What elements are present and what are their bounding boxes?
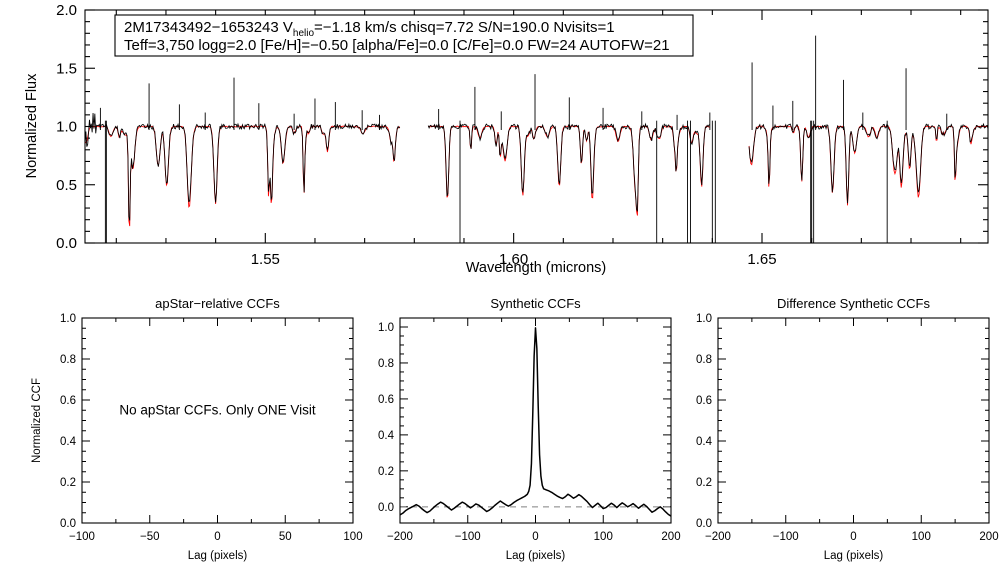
synthetic-ccf-panel-frame bbox=[399, 317, 672, 524]
spectrum-xtick-label: 1.55 bbox=[251, 251, 280, 268]
apstar-relative-ccf-panel-ytick-label: 0.8 bbox=[60, 354, 76, 366]
spectrum-ytick-label: 0.0 bbox=[56, 235, 77, 252]
difference-synthetic-ccf-panel-ytick-label: 0.4 bbox=[696, 436, 713, 448]
synthetic-ccf-panel-xtick-label: −100 bbox=[455, 531, 481, 543]
info-vhelio-subscript: helio bbox=[293, 28, 315, 39]
synthetic-ccf-panel-ccf-trace bbox=[399, 327, 672, 517]
difference-synthetic-ccf-panel-xtick-label: −100 bbox=[773, 531, 799, 543]
ccf-panels-group: apStar−relative CCFs 0.0 0.2 0.4 0.6 0.8 1.0 −1… bbox=[31, 296, 999, 562]
apstar-relative-ccf-panel-message: No apStar CCFs. Only ONE Visit bbox=[119, 402, 316, 417]
synthetic-ccf-panel-xtick-label: 100 bbox=[594, 531, 613, 543]
apstar-relative-ccf-panel-xlabel: Lag (pixels) bbox=[188, 550, 248, 562]
apstar-relative-ccf-panel-xtick-label: 100 bbox=[343, 531, 362, 543]
apstar-relative-ccf-panel-xtick-label: −100 bbox=[69, 531, 95, 543]
info-line-1: 2M17343492−1653243 Vhelio=−1.18 km/s chi… bbox=[124, 19, 615, 39]
synthetic-ccf-panel-xtick-label: −200 bbox=[387, 531, 413, 543]
difference-synthetic-ccf-panel-xtick-label: 100 bbox=[912, 531, 931, 543]
spectrum-ytick-label: 0.5 bbox=[56, 177, 77, 194]
difference-synthetic-ccf-panel-ytick-label: 0.0 bbox=[696, 518, 712, 530]
synthetic-ccf-panel-xlabel: Lag (pixels) bbox=[506, 550, 566, 562]
spectrum-panel: 0.0 0.5 1.0 1.5 2.0 1.55 1.60 1.65 Normalized F… bbox=[24, 2, 989, 276]
info-star-id-and-v: 2M17343492−1653243 V bbox=[124, 19, 293, 36]
difference-synthetic-ccf-panel: Difference Synthetic CCFs 0.0 0.2 0.4 0.6 0.8… bbox=[696, 296, 999, 562]
apstar-relative-ccf-panel-ytick-label: 0.2 bbox=[60, 477, 76, 489]
difference-synthetic-ccf-panel-title: Difference Synthetic CCFs bbox=[777, 296, 930, 311]
difference-synthetic-ccf-panel-ytick-label: 0.8 bbox=[696, 354, 712, 366]
apstar-relative-ccf-panel-xtick-label: 0 bbox=[214, 531, 220, 543]
spectrum-info-box: 2M17343492−1653243 Vhelio=−1.18 km/s chi… bbox=[114, 14, 694, 57]
synthetic-ccf-panel-ytick-label: 1.0 bbox=[378, 322, 394, 334]
synthetic-ccf-panel-ytick-label: 0.6 bbox=[378, 394, 394, 406]
synthetic-ccf-panel: Synthetic CCFs 0.0 0.2 0.4 0.6 0.8 1.0 −200 −100… bbox=[378, 296, 681, 562]
synthetic-ccf-panel-title: Synthetic CCFs bbox=[490, 296, 581, 311]
synthetic-ccf-panel-ytick-label: 0.8 bbox=[378, 358, 394, 370]
info-box-frame bbox=[114, 14, 694, 57]
difference-synthetic-ccf-panel-ytick-label: 1.0 bbox=[696, 313, 712, 325]
difference-synthetic-ccf-panel-ytick-label: 0.2 bbox=[696, 477, 712, 489]
apstar-relative-ccf-panel-ytick-label: 0.6 bbox=[60, 395, 76, 407]
apstar-relative-ccf-panel-xtick-label: 50 bbox=[279, 531, 292, 543]
difference-synthetic-ccf-panel-xtick-label: 0 bbox=[850, 531, 856, 543]
spectrum-ylabel: Normalized Flux bbox=[24, 73, 40, 178]
spectrum-ytick-label: 1.5 bbox=[56, 60, 77, 77]
synthetic-ccf-panel-xtick-label: 200 bbox=[661, 531, 680, 543]
spectrum-ytick-label: 1.0 bbox=[56, 119, 77, 136]
spectrum-axis-ticks bbox=[85, 9, 988, 244]
spectrum-tick-labels: 0.0 0.5 1.0 1.5 2.0 1.55 1.60 1.65 bbox=[56, 2, 776, 268]
difference-synthetic-ccf-panel-xtick-label: 200 bbox=[979, 531, 998, 543]
info-line-2: Teff=3,750 logg=2.0 [Fe/H]=−0.50 [alpha/… bbox=[124, 37, 670, 54]
synthetic-ccf-panel-ytick-label: 0.0 bbox=[378, 502, 394, 514]
difference-synthetic-ccf-panel-xtick-label: −200 bbox=[705, 531, 731, 543]
observed-spectrum-trace bbox=[84, 112, 401, 221]
synthetic-ccf-panel-xtick-label: 0 bbox=[532, 531, 538, 543]
apstar-relative-ccf-panel-ytick-label: 1.0 bbox=[60, 313, 76, 325]
spectrum-ytick-label: 2.0 bbox=[56, 2, 77, 19]
difference-synthetic-ccf-panel-xlabel: Lag (pixels) bbox=[824, 550, 884, 562]
apstar-relative-ccf-panel-ytick-label: 0.0 bbox=[60, 518, 76, 530]
apstar-relative-ccf-panel-xtick-label: −50 bbox=[140, 531, 160, 543]
spectrum-data-lines bbox=[84, 35, 989, 243]
synthetic-ccf-panel-ytick-label: 0.2 bbox=[378, 466, 394, 478]
synthetic-ccf-panel-ytick-label: 0.4 bbox=[378, 430, 395, 442]
difference-synthetic-ccf-panel-ytick-label: 0.6 bbox=[696, 395, 712, 407]
spectrum-plot-frame bbox=[84, 9, 989, 244]
spectrum-xtick-label: 1.65 bbox=[747, 251, 776, 268]
spectrum-xlabel: Wavelength (microns) bbox=[466, 260, 606, 276]
apstar-relative-ccf-panel-frame bbox=[81, 317, 354, 524]
apstar-relative-ccf-panel-ylabel: Normalized CCF bbox=[31, 378, 43, 463]
apstar-relative-ccf-panel-ytick-label: 0.4 bbox=[60, 436, 77, 448]
difference-synthetic-ccf-panel-frame bbox=[717, 317, 990, 524]
spectrum-xtick-label: 1.60 bbox=[499, 251, 528, 268]
info-line1-rest: =−1.18 km/s chisq=7.72 S/N=190.0 Nvisits… bbox=[314, 19, 615, 36]
apstar-relative-ccf-panel-title: apStar−relative CCFs bbox=[155, 296, 280, 311]
observed-spectrum-trace bbox=[748, 122, 989, 204]
apstar-relative-ccf-panel: apStar−relative CCFs 0.0 0.2 0.4 0.6 0.8 1.0 −1… bbox=[31, 296, 363, 562]
